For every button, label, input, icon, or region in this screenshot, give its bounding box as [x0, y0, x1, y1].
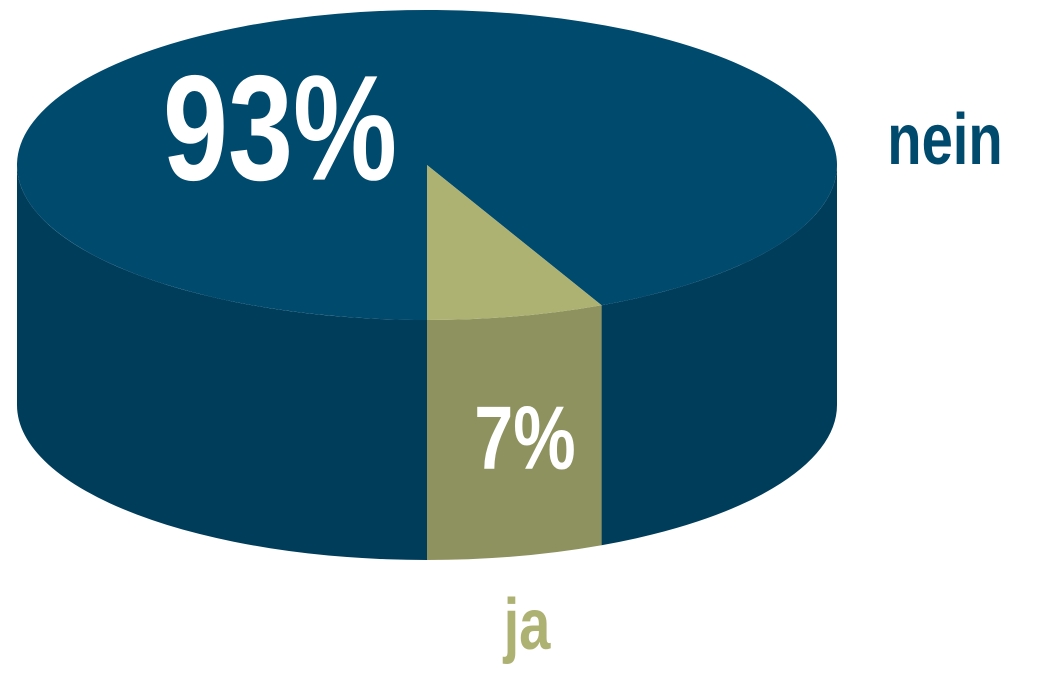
value-label: 7%: [474, 388, 575, 488]
value-label: 93%: [163, 44, 397, 212]
category-label: ja: [502, 584, 552, 664]
pie-slice: [427, 165, 602, 320]
pie-side: [427, 305, 602, 560]
category-label: nein: [887, 99, 1002, 179]
pie-side: [601, 165, 837, 546]
pie-side: [17, 165, 427, 560]
pie-slice: [17, 9, 838, 320]
